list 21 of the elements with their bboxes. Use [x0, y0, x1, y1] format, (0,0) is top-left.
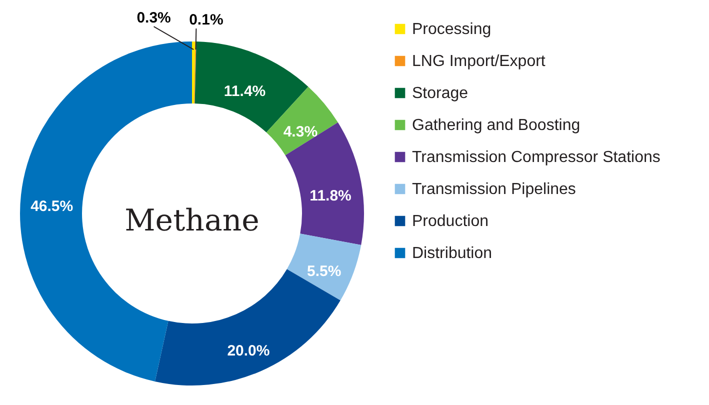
data-label: 11.4% — [224, 82, 266, 100]
legend-label: Processing — [412, 21, 492, 38]
data-label: 5.5% — [307, 262, 342, 280]
legend-label: Production — [412, 213, 488, 230]
legend-label: LNG Import/Export — [412, 53, 546, 70]
legend-label: Transmission Pipelines — [412, 181, 576, 198]
legend-label: Gathering and Boosting — [412, 117, 580, 134]
legend-label: Transmission Compressor Stations — [412, 149, 660, 166]
donut-slice — [285, 122, 364, 245]
data-label: 11.8% — [310, 187, 352, 204]
donut-slice — [286, 234, 362, 300]
data-label: 0.3% — [136, 10, 171, 27]
text: Methane — [124, 204, 260, 238]
legend-label: Storage — [412, 85, 468, 102]
data-label: 0.1% — [189, 12, 224, 29]
legend-label: Distribution — [412, 245, 492, 262]
data-label: 4.3% — [283, 123, 318, 140]
data-label: 46.5% — [30, 198, 74, 216]
data-label: 20.0% — [227, 342, 270, 360]
donut-slice — [266, 86, 338, 156]
donut-slice — [192, 42, 196, 104]
